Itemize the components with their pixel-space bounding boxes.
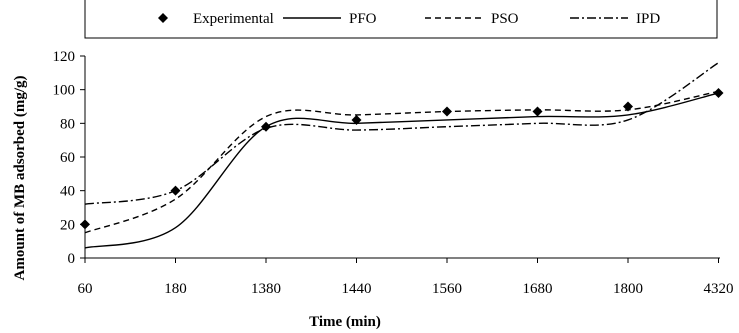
series-group (80, 62, 724, 249)
x-tick-label: 1380 (251, 281, 281, 297)
x-ticks: 60 180 1380 1440 1560 1680 1800 4320 (78, 258, 734, 297)
x-tick-label: 1440 (342, 281, 372, 297)
series-line-pfo (84, 92, 719, 249)
series-line-pso (84, 90, 719, 234)
legend-marker-experimental (158, 13, 168, 23)
y-tick-label: 0 (68, 251, 76, 267)
experimental-point (80, 219, 90, 230)
legend-label: IPD (636, 11, 660, 27)
series-line-ipd (84, 62, 719, 205)
experimental-point (713, 88, 724, 99)
legend-label: Experimental (193, 11, 274, 27)
experimental-point (170, 185, 181, 196)
experimental-point (442, 106, 452, 117)
experimental-point (532, 106, 543, 117)
y-tick-label: 20 (60, 217, 75, 233)
legend-label: PFO (349, 11, 377, 27)
x-axis-label: Time (min) (309, 314, 381, 330)
y-tick-label: 60 (60, 150, 75, 166)
y-tick-label: 100 (53, 83, 76, 99)
legend-box (84, 0, 718, 39)
y-tick-label: 80 (60, 116, 75, 132)
experimental-point (623, 101, 633, 112)
legend: Experimental PFO PSO IPD (158, 11, 660, 27)
experimental-point (351, 114, 362, 125)
y-ticks: 0 20 40 60 80 100 120 (53, 49, 85, 267)
x-tick-label: 4320 (704, 281, 734, 297)
y-tick-label: 40 (60, 184, 75, 200)
x-tick-label: 180 (164, 281, 187, 297)
x-tick-label: 1680 (523, 281, 553, 297)
x-tick-label: 1560 (432, 281, 462, 297)
y-axis-label: Amount of MB adsorbed (mg/g) (12, 75, 28, 280)
x-tick-label: 60 (78, 281, 93, 297)
experimental-point (261, 121, 271, 132)
legend-label: PSO (491, 11, 519, 27)
y-tick-label: 120 (53, 49, 76, 65)
x-tick-label: 1800 (613, 281, 643, 297)
